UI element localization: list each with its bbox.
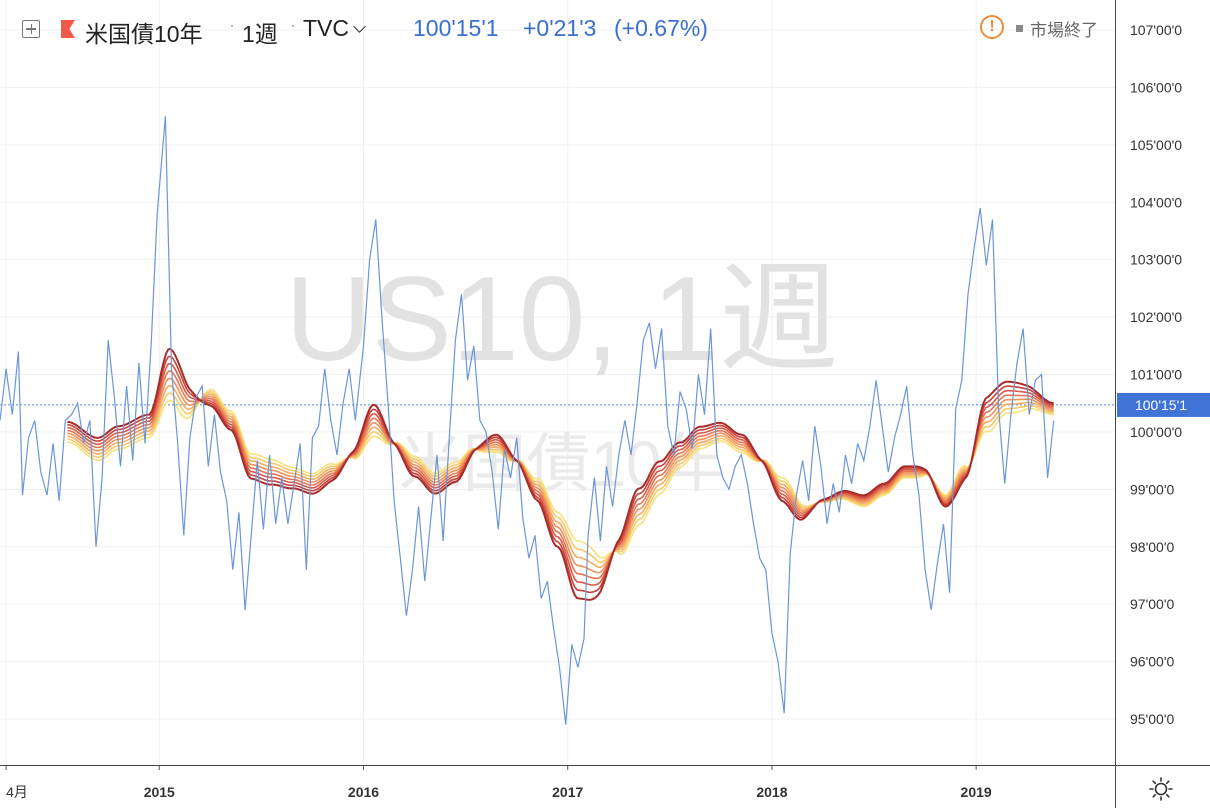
market-status: 市場終了: [1030, 21, 1098, 40]
x-tick-label: 2018: [756, 784, 787, 800]
red-flag-icon: [61, 20, 75, 38]
x-tick-label: 2015: [144, 784, 175, 800]
y-tick-label: 104'00'0: [1130, 194, 1182, 210]
ribbon-line: [67, 390, 1054, 564]
price-change-pct: (+0.67%): [614, 15, 708, 41]
price-line: [0, 116, 1055, 725]
ribbon-line: [67, 377, 1054, 574]
last-price-tag: 100'15'1: [1117, 392, 1210, 417]
warning-icon[interactable]: !: [980, 15, 1004, 39]
y-tick-label: 105'00'0: [1130, 137, 1182, 153]
y-tick-label: 107'00'0: [1130, 22, 1182, 38]
last-price: 100'15'1: [413, 15, 499, 41]
y-tick-label: 99'00'0: [1130, 481, 1174, 497]
settings-icon[interactable]: [1148, 776, 1174, 802]
y-tick-label: 97'00'0: [1130, 596, 1174, 612]
chevron-down-icon[interactable]: [353, 20, 366, 33]
ribbon-line: [67, 370, 1054, 580]
x-tick-label: 2019: [961, 784, 992, 800]
y-tick-label: 101'00'0: [1130, 367, 1182, 383]
exchange-label[interactable]: TVC: [303, 15, 349, 41]
ema-ribbon: [67, 347, 1054, 601]
y-axis-ticks: 107'00'0 106'00'0 105'00'0 104'00'0 103'00'0…: [1130, 22, 1182, 727]
market-status-indicator: [1016, 25, 1023, 32]
x-tick-label: 2016: [348, 784, 379, 800]
x-tick-label: 4月: [6, 784, 28, 800]
ribbon-line: [67, 347, 1054, 601]
watermark-main: US10, 1週: [285, 252, 839, 386]
y-tick-label: 98'00'0: [1130, 539, 1174, 555]
y-tick-label: 100'00'0: [1130, 424, 1182, 440]
ribbon-line: [67, 355, 1054, 594]
last-price-tag-label: 100'15'1: [1135, 397, 1187, 413]
y-tick-label: 96'00'0: [1130, 654, 1174, 670]
ribbon-line: [67, 384, 1054, 569]
y-tick-label: 106'00'0: [1130, 79, 1182, 95]
grid: [0, 0, 1115, 765]
ribbon-line: [67, 388, 1054, 559]
separator-dot: ·: [290, 15, 296, 35]
y-tick-label: 103'00'0: [1130, 252, 1182, 268]
x-axis-ticks: 4月 2015 2016 2017 2018 2019: [6, 784, 992, 800]
symbol-name[interactable]: 米国債10年: [85, 21, 203, 47]
separator-dot: ·: [229, 15, 235, 35]
plus-square-icon[interactable]: [22, 20, 40, 38]
ribbon-line: [67, 362, 1054, 586]
chart-header: 米国債10年 · 1週 · TVC 100'15'1 +0'21'3 (+0.6…: [0, 10, 1115, 47]
y-tick-label: 95'00'0: [1130, 711, 1174, 727]
interval-label[interactable]: 1週: [242, 21, 278, 47]
price-change: +0'21'3: [523, 15, 597, 41]
x-tick-label: 2017: [552, 784, 583, 800]
y-tick-label: 102'00'0: [1130, 309, 1182, 325]
